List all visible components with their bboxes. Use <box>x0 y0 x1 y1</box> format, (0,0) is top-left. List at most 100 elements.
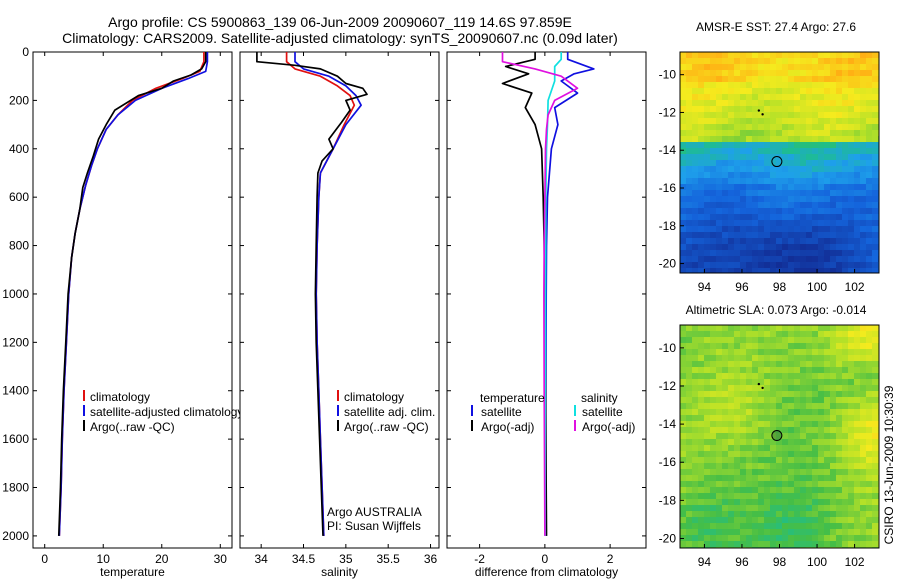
map-cell <box>818 112 825 119</box>
map-cell <box>764 100 771 107</box>
map-cell <box>842 226 849 233</box>
map-cell <box>812 190 819 197</box>
map-cell <box>758 220 765 227</box>
map-cell <box>710 529 717 536</box>
map-cell <box>872 505 879 512</box>
map-cell <box>872 154 879 161</box>
map-cell <box>710 481 717 488</box>
map-cell <box>770 403 777 410</box>
sst-map-markers <box>757 109 783 168</box>
float-track-point <box>757 382 761 386</box>
map-cell <box>776 106 783 113</box>
map-cell <box>764 268 771 273</box>
map-cell <box>824 178 831 185</box>
map-cell <box>794 499 801 506</box>
map-cell <box>734 268 741 273</box>
map-cell <box>752 355 759 362</box>
map-cell <box>722 337 729 344</box>
map-cell <box>698 367 705 374</box>
map-cell <box>704 361 711 368</box>
map-cell <box>704 439 711 446</box>
map-cell <box>866 250 873 257</box>
map-cell <box>680 238 687 245</box>
map-cell <box>698 238 705 245</box>
map-cell <box>782 331 789 338</box>
map-cell <box>734 493 741 500</box>
map-cell <box>764 337 771 344</box>
map-cell <box>806 397 813 404</box>
map-cell <box>848 529 855 536</box>
map-cell <box>770 154 777 161</box>
map-cell <box>698 262 705 269</box>
map-cell <box>758 64 765 71</box>
map-cell <box>680 214 687 221</box>
map-cell <box>710 190 717 197</box>
map-cell <box>758 523 765 530</box>
map-cell <box>854 262 861 269</box>
map-cell <box>722 451 729 458</box>
map-cell <box>794 487 801 494</box>
map-cell <box>806 463 813 470</box>
map-cell <box>782 76 789 83</box>
map-cell <box>764 391 771 398</box>
map-cell <box>686 214 693 221</box>
map-cell <box>872 517 879 524</box>
map-cell <box>848 499 855 506</box>
map-cell <box>824 331 831 338</box>
map-cell <box>860 112 867 119</box>
map-cell <box>716 355 723 362</box>
map-cell <box>824 421 831 428</box>
map-cell <box>734 379 741 386</box>
map-cell <box>842 136 849 143</box>
map-cell <box>836 517 843 524</box>
map-cell <box>764 82 771 89</box>
map-cell <box>686 106 693 113</box>
map-cell <box>686 64 693 71</box>
map-cell <box>728 88 735 95</box>
map-cell <box>686 331 693 338</box>
map-cell <box>818 256 825 263</box>
map-cell <box>812 505 819 512</box>
map-cell <box>716 463 723 470</box>
map-cell <box>698 403 705 410</box>
map-cell <box>788 148 795 155</box>
difference-x-tick-label: -2 <box>474 552 485 566</box>
map-cell <box>716 517 723 524</box>
map-cell <box>704 142 711 149</box>
map-cell <box>818 343 825 350</box>
map-cell <box>704 220 711 227</box>
map-cell <box>812 403 819 410</box>
map-cell <box>788 88 795 95</box>
map-cell <box>842 160 849 167</box>
map-cell <box>698 385 705 392</box>
map-cell <box>704 409 711 416</box>
map-cell <box>794 256 801 263</box>
map-cell <box>734 337 741 344</box>
map-cell <box>734 427 741 434</box>
map-cell <box>770 373 777 380</box>
map-cell <box>728 529 735 536</box>
map-cell <box>872 70 879 77</box>
map-cell <box>818 88 825 95</box>
map-cell <box>818 457 825 464</box>
map-cell <box>680 112 687 119</box>
map-cell <box>806 457 813 464</box>
map-cell <box>794 226 801 233</box>
map-cell <box>794 451 801 458</box>
map-cell <box>740 232 747 239</box>
map-cell <box>836 154 843 161</box>
map-cell <box>698 154 705 161</box>
map-cell <box>836 391 843 398</box>
map-cell <box>680 409 687 416</box>
map-y-tick-label: -16 <box>659 455 677 469</box>
map-cell <box>680 226 687 233</box>
legend-label: satellite-adjusted climatology <box>90 405 243 419</box>
map-cell <box>854 178 861 185</box>
map-cell <box>866 172 873 179</box>
map-cell <box>776 535 783 542</box>
map-cell <box>836 208 843 215</box>
map-cell <box>866 220 873 227</box>
map-cell <box>866 112 873 119</box>
map-cell <box>854 82 861 89</box>
map-cell <box>692 70 699 77</box>
